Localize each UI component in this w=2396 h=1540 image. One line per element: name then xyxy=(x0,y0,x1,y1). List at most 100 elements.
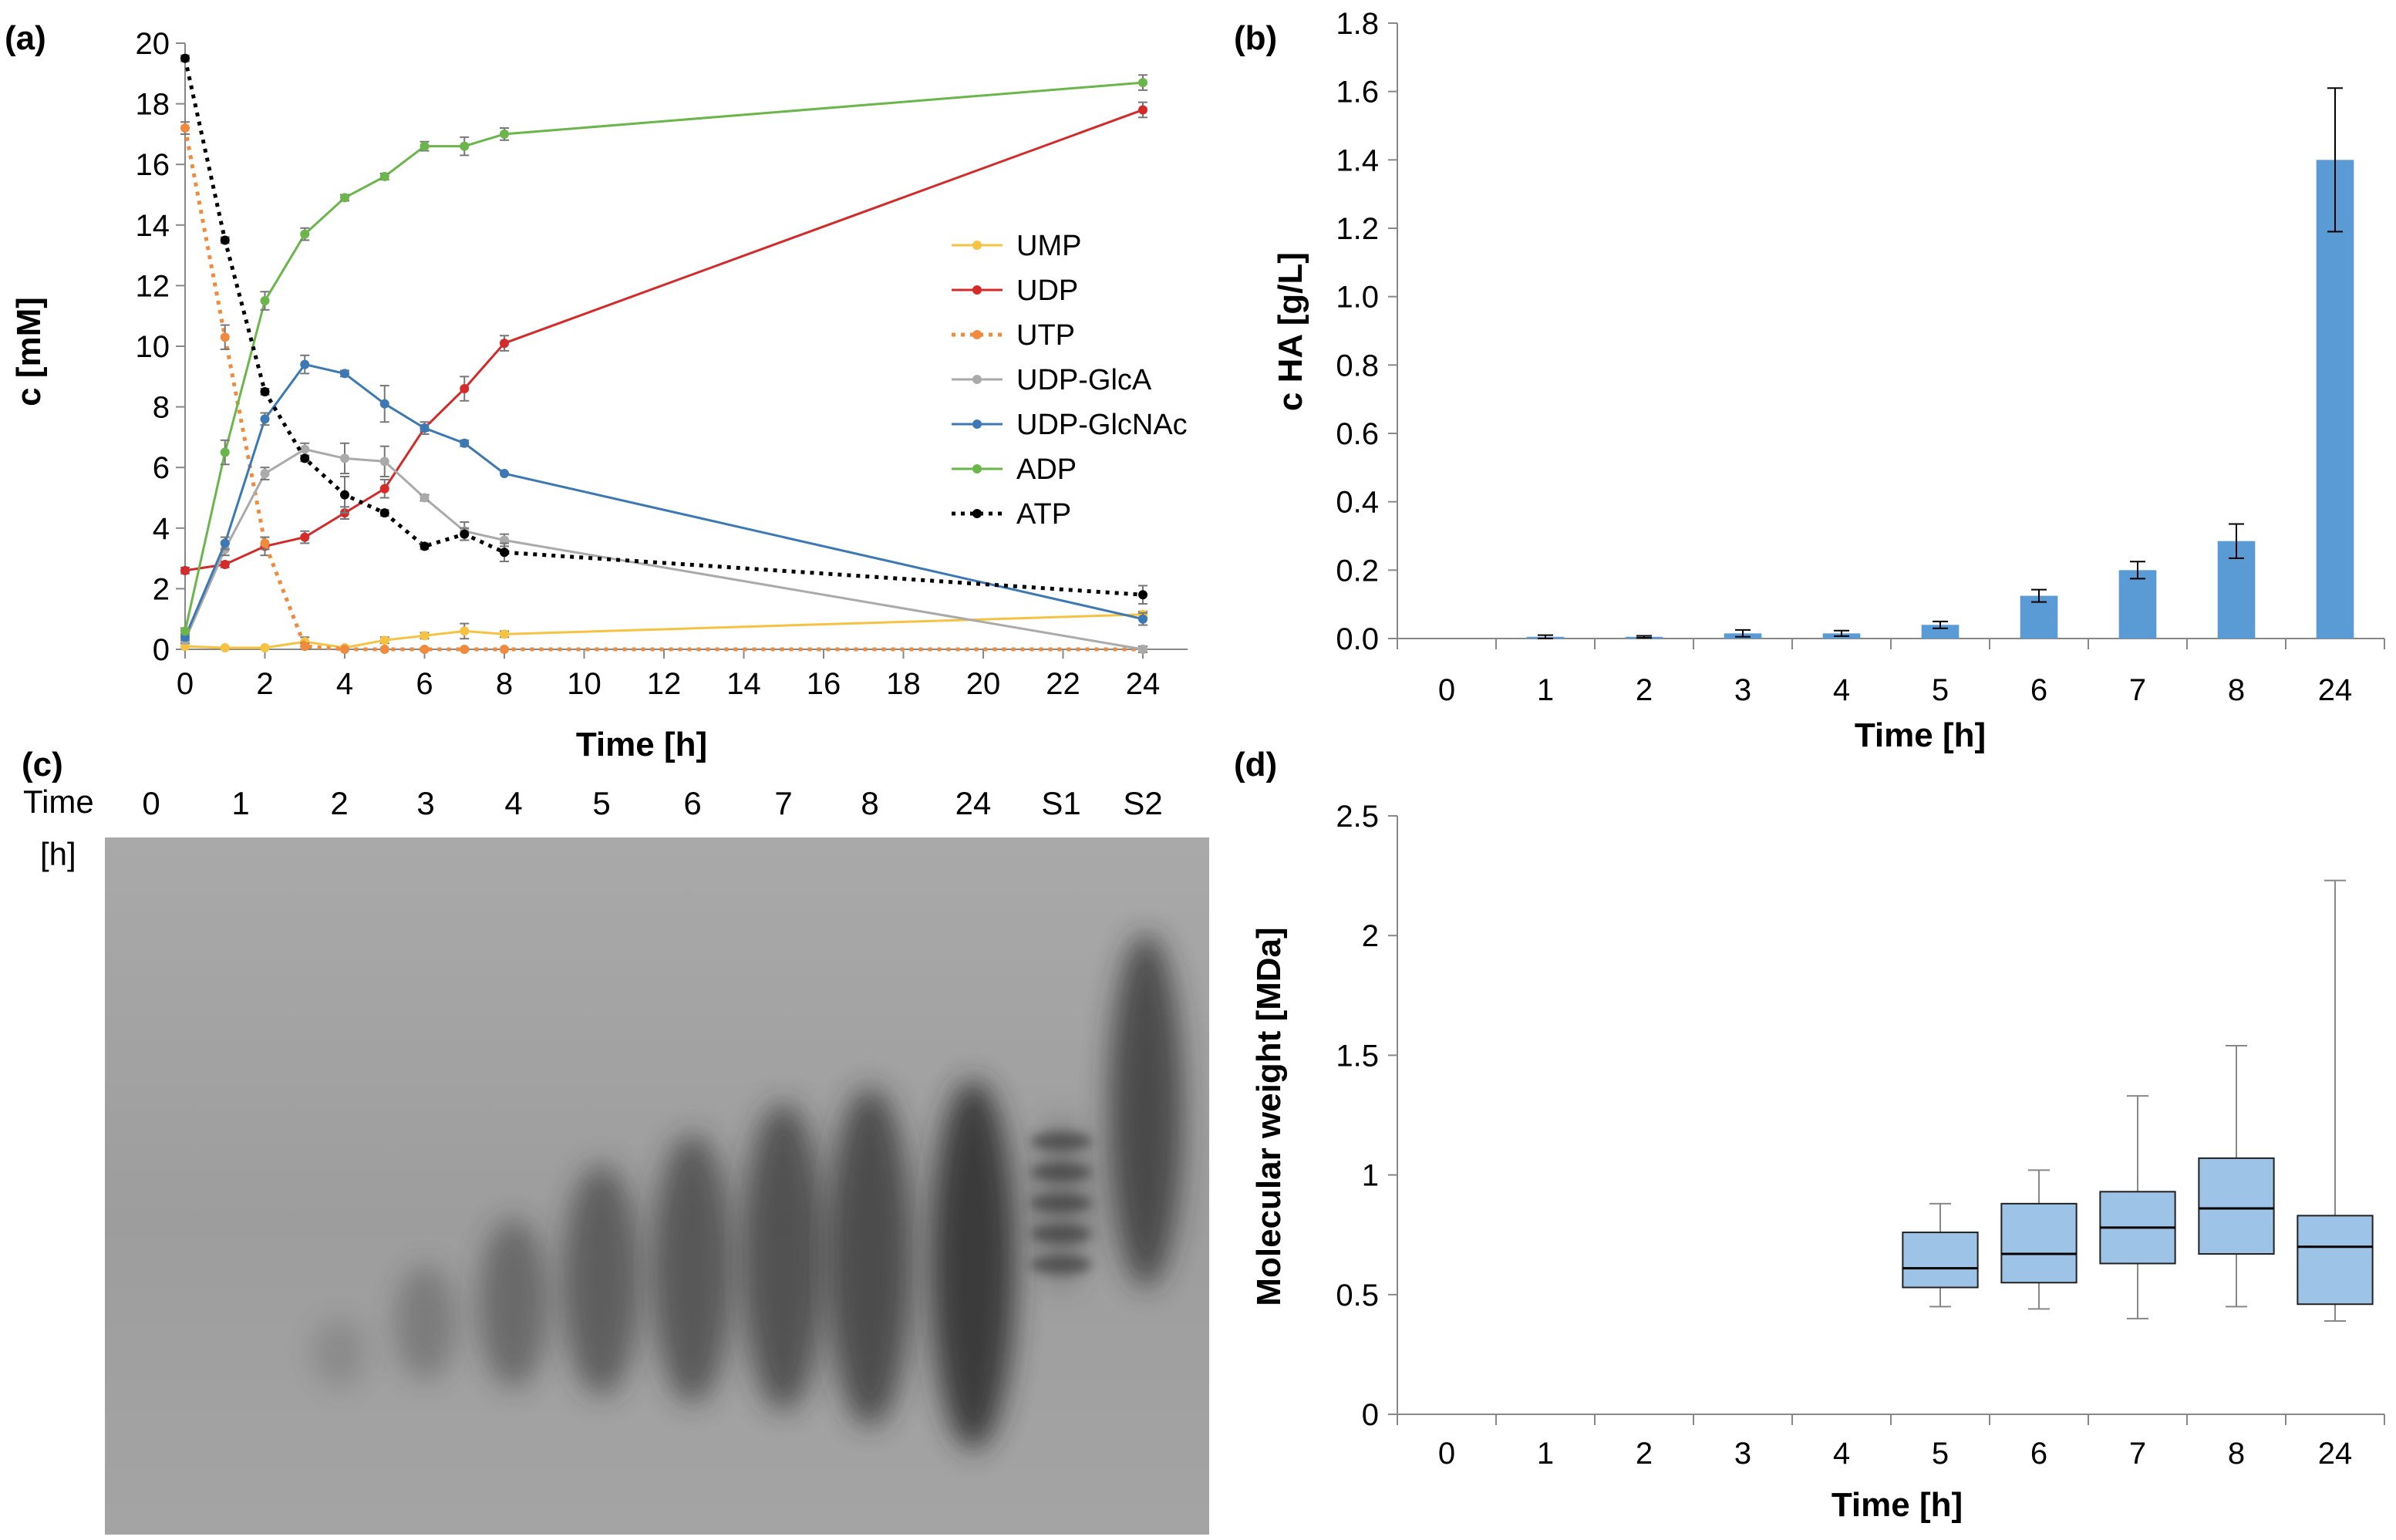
panel-d-x-tick-label: 24 xyxy=(2318,1437,2353,1471)
panel-a-x-tick-label: 16 xyxy=(807,667,841,701)
panel-d-x-tick-label: 6 xyxy=(2030,1437,2047,1471)
panel-a-y-tick-label: 4 xyxy=(153,512,170,546)
data-point xyxy=(300,229,310,239)
gel-band-smear xyxy=(742,1103,825,1411)
panel-d-y-tick-label: 2.5 xyxy=(1336,800,1379,834)
data-point xyxy=(379,645,389,654)
panel-b-x-tick-label: 8 xyxy=(2228,673,2245,707)
data-point xyxy=(260,296,270,306)
gel-lane-label: 3 xyxy=(416,785,434,821)
gel-band-smear xyxy=(563,1164,640,1396)
panel-d-x-tick-label: 0 xyxy=(1438,1437,1455,1471)
gel-time-unit: [h] xyxy=(40,836,76,872)
panel-b-x-tick-label: 5 xyxy=(1932,673,1949,707)
gel-lane-label: 7 xyxy=(774,785,792,821)
panel-a-x-tick-label: 8 xyxy=(496,667,513,701)
panel-b-y-axis-label: c HA [g/L] xyxy=(1272,252,1309,411)
legend-label: ATP xyxy=(1016,498,1071,531)
box xyxy=(2297,1215,2374,1306)
data-point xyxy=(379,399,389,409)
panel-d-x-tick-label: 3 xyxy=(1734,1437,1751,1471)
panel-a-x-tick-label: 4 xyxy=(336,667,353,701)
gel-lane-label: 0 xyxy=(142,785,160,821)
bar xyxy=(2020,595,2058,639)
panel-b-label: (b) xyxy=(1234,19,1277,57)
data-point xyxy=(460,141,470,151)
panel-d-y-tick-label: 0.5 xyxy=(1336,1279,1379,1313)
data-point xyxy=(260,643,270,653)
panel-a-x-tick-label: 18 xyxy=(886,667,921,701)
gel-lane-label: 8 xyxy=(861,785,878,821)
data-point xyxy=(379,484,389,494)
data-point xyxy=(460,626,470,636)
legend-label: UMP xyxy=(1016,230,1081,262)
data-point xyxy=(379,457,389,467)
data-point xyxy=(420,423,430,433)
data-point xyxy=(500,645,509,654)
data-point xyxy=(340,453,349,463)
data-point xyxy=(300,444,310,454)
data-point xyxy=(220,643,230,653)
data-point xyxy=(180,53,190,63)
legend-marker xyxy=(972,375,982,384)
panel-a-x-tick-label: 12 xyxy=(647,667,682,701)
panel-b-y-tick-label: 0.8 xyxy=(1336,349,1379,382)
data-point xyxy=(300,359,310,369)
data-point xyxy=(460,438,470,448)
panel-a-x-tick-label: 14 xyxy=(726,667,761,701)
gel-lane-label: 5 xyxy=(592,785,610,821)
data-point xyxy=(500,129,509,139)
data-point xyxy=(220,235,230,245)
panel-a-x-tick-label: 22 xyxy=(1046,667,1080,701)
data-point xyxy=(340,193,349,203)
panel-a-x-tick-label: 20 xyxy=(966,667,1001,701)
gel-ladder-smear xyxy=(1033,1118,1089,1288)
gel-lane-label: 24 xyxy=(955,785,992,821)
gel-lane-label: S1 xyxy=(1041,785,1080,821)
data-point xyxy=(379,635,389,645)
data-point xyxy=(180,565,190,575)
panel-b-x-axis-label: Time [h] xyxy=(1855,716,1986,754)
data-point xyxy=(220,447,230,457)
panel-a-y-tick-label: 20 xyxy=(136,27,170,61)
gel-lane-label: 1 xyxy=(231,785,249,821)
data-point xyxy=(420,645,430,654)
panel-d-x-tick-label: 7 xyxy=(2129,1437,2146,1471)
data-point xyxy=(1138,105,1147,115)
bar xyxy=(1921,625,1960,639)
data-point xyxy=(260,469,270,479)
data-point xyxy=(460,384,470,394)
panel-b-x-tick-label: 0 xyxy=(1438,673,1455,707)
panel-a-y-tick-label: 2 xyxy=(153,572,170,606)
box xyxy=(2198,1157,2275,1255)
gel-lane-label: 2 xyxy=(330,785,348,821)
data-point xyxy=(180,123,190,133)
data-point xyxy=(260,538,270,548)
panel-d-x-axis-label: Time [h] xyxy=(1832,1486,1963,1524)
data-point xyxy=(420,541,430,551)
data-point xyxy=(420,631,430,641)
data-point xyxy=(300,642,310,652)
data-point xyxy=(500,548,509,558)
gel-time-label: Time xyxy=(23,783,94,820)
panel-a-y-tick-label: 14 xyxy=(136,209,170,243)
panel-a-label: (a) xyxy=(5,19,46,57)
panel-a-y-tick-label: 6 xyxy=(153,451,170,485)
panel-b-x-tick-label: 1 xyxy=(1537,673,1554,707)
data-point xyxy=(340,645,349,654)
data-point xyxy=(500,629,509,639)
data-point xyxy=(260,414,270,424)
series-line-udp-glcnac xyxy=(184,362,1144,638)
legend-marker xyxy=(972,241,982,250)
legend-label: ADP xyxy=(1016,453,1077,486)
panel-b-y-tick-label: 0.6 xyxy=(1336,417,1379,451)
gel-lane-label: 4 xyxy=(504,785,522,821)
bar xyxy=(2316,160,2354,639)
panel-d-y-tick-label: 2 xyxy=(1362,919,1379,953)
panel-d-box-chart: Molecular weight [MDa] Time [h] 0 0.5 1 1.5… xyxy=(1250,800,2385,1524)
panel-b-y-tick-label: 0.0 xyxy=(1336,622,1379,656)
panel-b-x-tick-label: 6 xyxy=(2030,673,2047,707)
data-point xyxy=(180,626,190,636)
panel-b-x-tick-label: 2 xyxy=(1636,673,1653,707)
